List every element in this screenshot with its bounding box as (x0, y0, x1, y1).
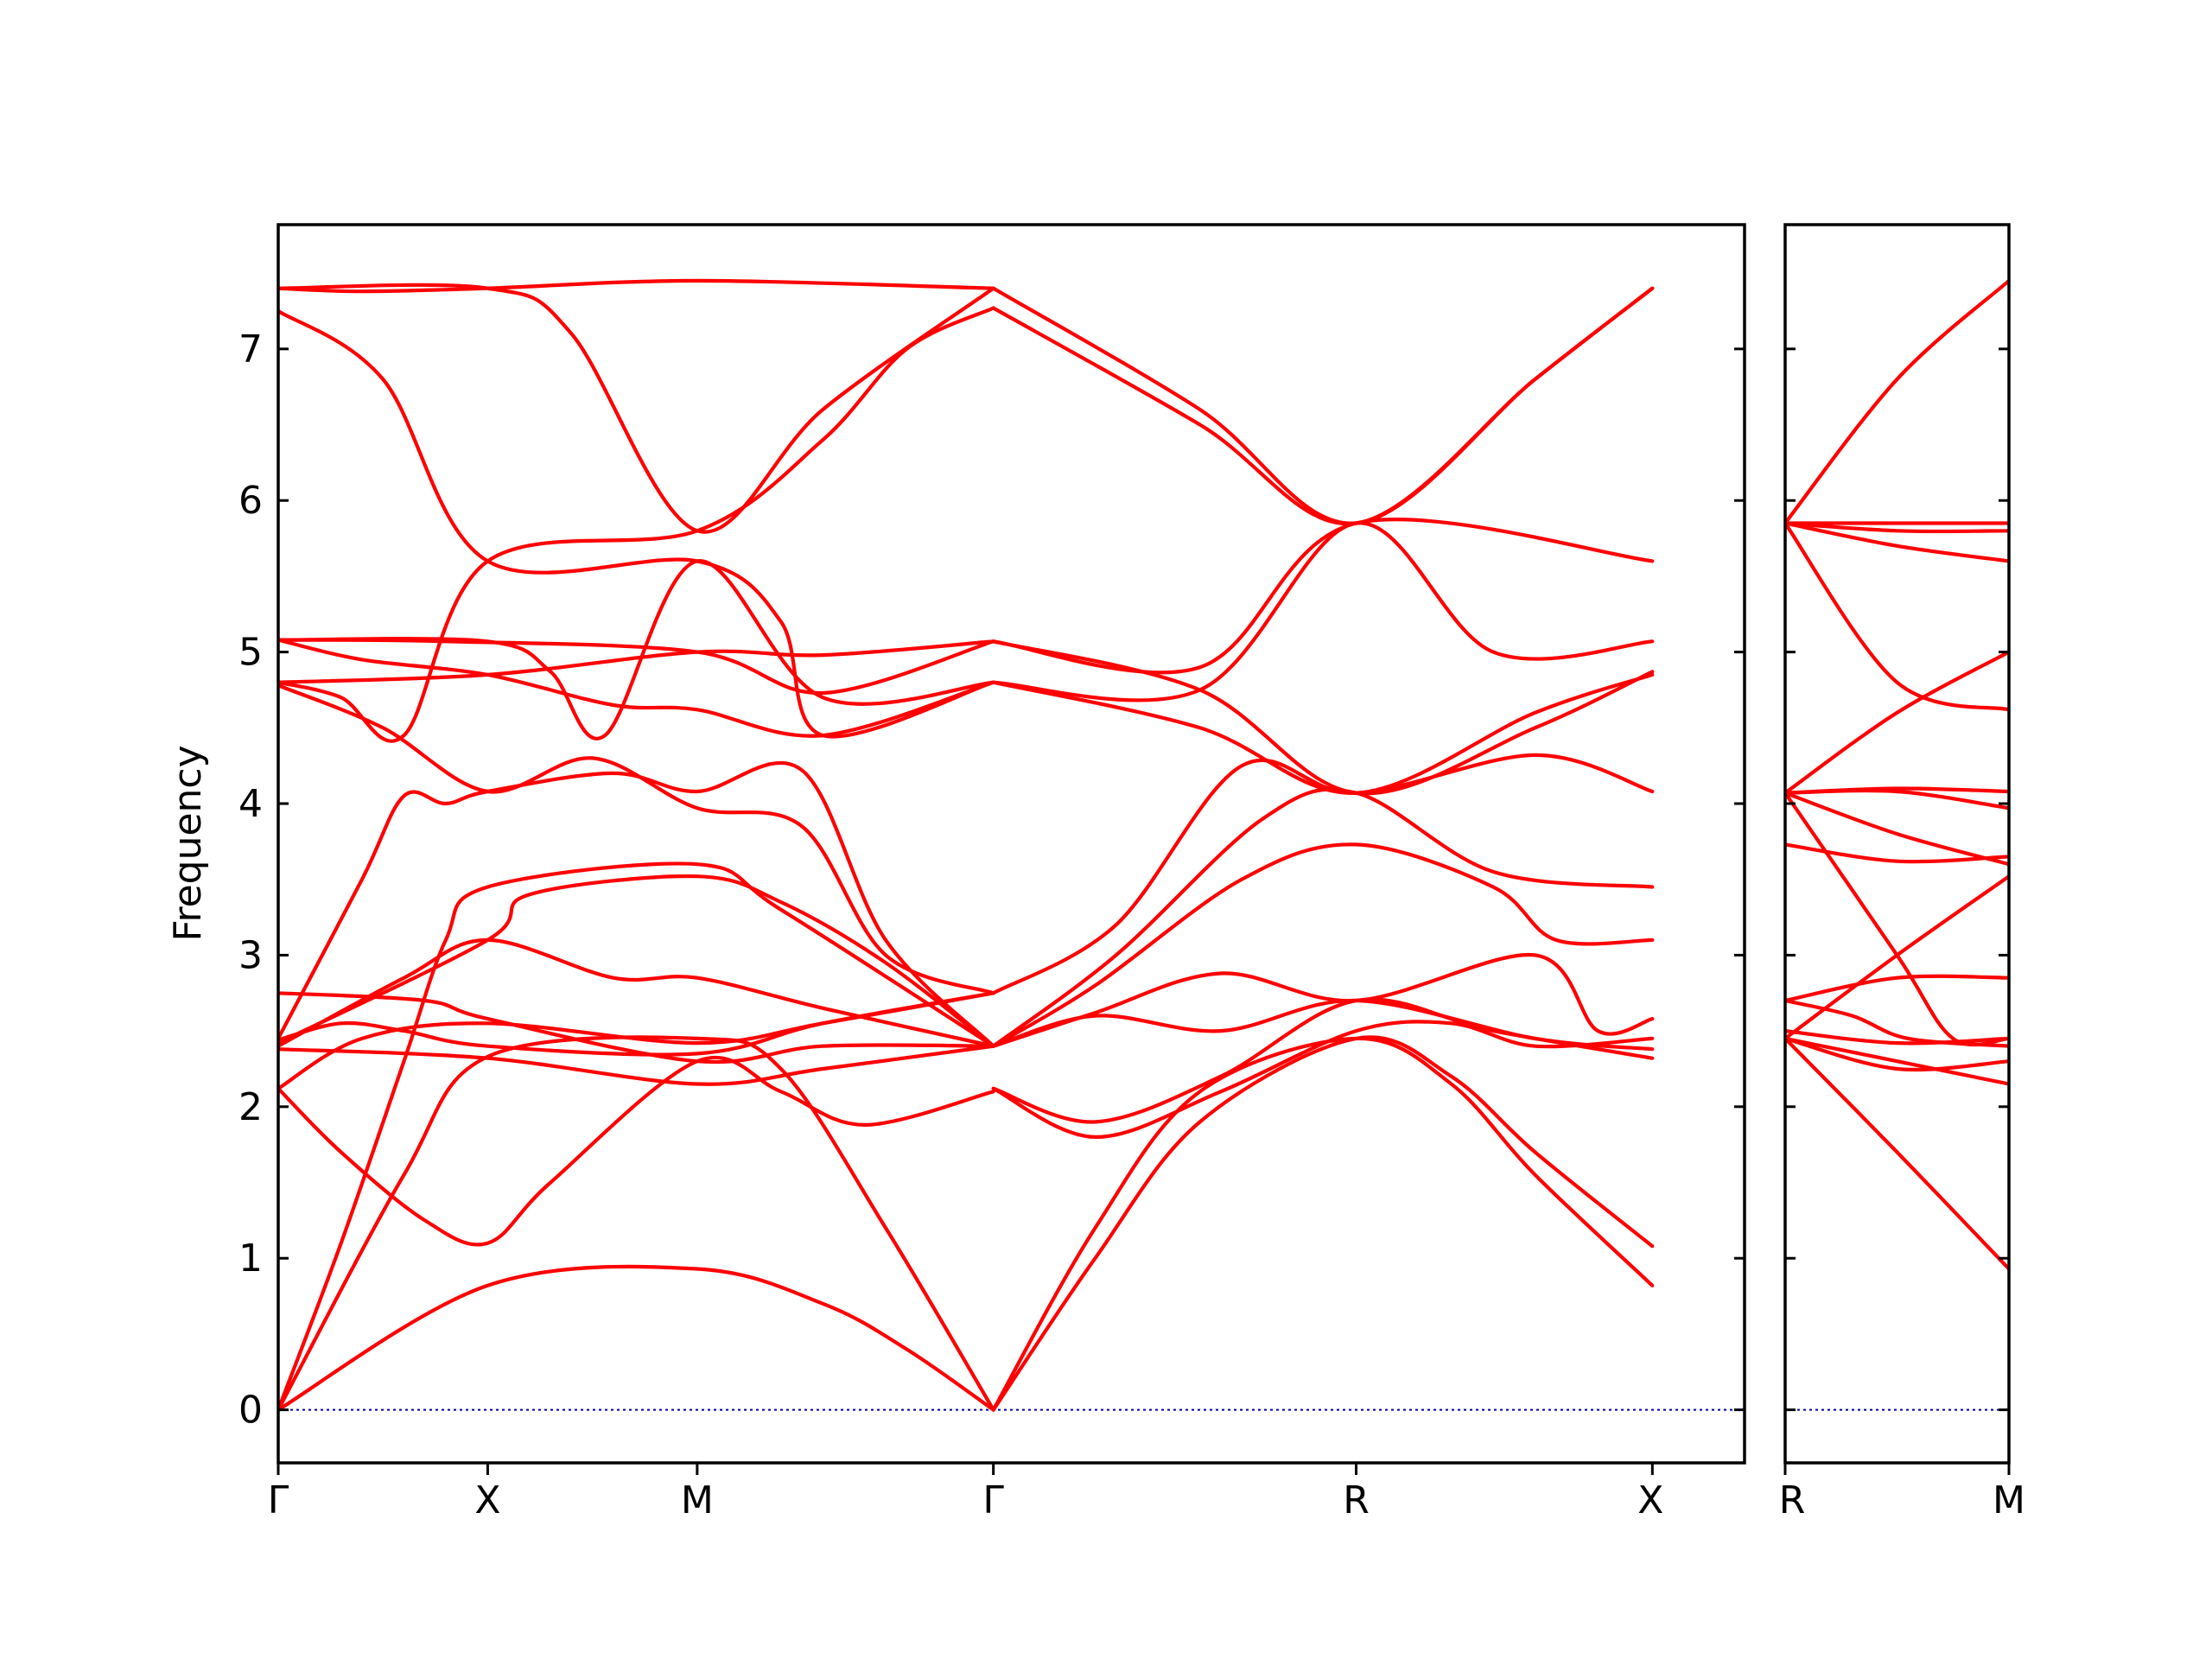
band-line (991, 787, 1655, 1048)
band-line (278, 1035, 995, 1412)
band-line (278, 1264, 995, 1412)
x-tick-label: R (1779, 1478, 1806, 1522)
y-tick-label: 1 (238, 1236, 263, 1281)
band-line (278, 938, 995, 1048)
band-line (1785, 521, 2009, 712)
band-line (991, 521, 1655, 702)
panel-main-frame (276, 223, 1746, 1465)
band-line (991, 518, 1655, 675)
band-line (1785, 1036, 2009, 1271)
band-line (991, 286, 1655, 525)
band-line (1785, 650, 2009, 795)
panel-right-frame (1783, 223, 2011, 1465)
y-tick-label: 5 (238, 631, 263, 675)
band-line (991, 286, 1655, 526)
band-line (278, 639, 995, 684)
band-line (278, 1044, 995, 1086)
x-tick-label: R (1343, 1478, 1370, 1522)
band-line (991, 952, 1655, 1048)
x-tick-label: M (1993, 1478, 2025, 1522)
x-tick-label: X (474, 1478, 500, 1522)
band-line (991, 1020, 1655, 1140)
band-line (1785, 521, 2009, 563)
band-line (1785, 1029, 2009, 1046)
x-tick-label: M (681, 1478, 714, 1522)
band-line (1785, 1036, 2009, 1072)
band-line (991, 753, 1655, 995)
band-line (278, 306, 995, 743)
panel-main: 0 1 2 3 4 5 6 7 Γ X M Γ R X (238, 223, 1746, 1522)
x-tick-label: Γ (268, 1478, 289, 1522)
band-line (278, 638, 995, 696)
band-line (991, 1036, 1655, 1412)
band-line (278, 283, 995, 534)
y-tick-label: 3 (238, 933, 263, 977)
band-line (1785, 974, 2009, 1003)
band-line (991, 1035, 1655, 1412)
y-tick-label: 2 (238, 1085, 263, 1129)
band-line (1785, 791, 2009, 1047)
band-line (991, 998, 1655, 1052)
band-line (278, 991, 995, 1090)
band-line (1785, 1036, 2009, 1086)
y-tick-label: 4 (238, 782, 263, 826)
band-line (278, 1055, 995, 1247)
band-line (278, 874, 995, 1048)
band-line (278, 861, 995, 1412)
band-line (991, 672, 1655, 795)
x-tick-label: Γ (982, 1478, 1004, 1522)
band-line (278, 638, 995, 738)
band-line (1785, 786, 2009, 795)
band-line (278, 991, 995, 1065)
band-line (991, 842, 1655, 1048)
band-line (278, 308, 995, 739)
band-line (278, 278, 995, 294)
band-line (1785, 521, 2009, 534)
band-line (278, 991, 995, 1057)
band-line (1785, 842, 2009, 864)
band-line (1785, 278, 2009, 525)
y-tick-label: 7 (238, 327, 263, 372)
y-axis-label: Frequency (166, 745, 210, 941)
band-line (991, 639, 1655, 796)
x-tick-label: X (1637, 1478, 1663, 1522)
band-line (1785, 791, 2009, 867)
band-line (278, 683, 995, 995)
y-tick-label: 0 (238, 1389, 263, 1433)
y-tick-label: 6 (238, 479, 263, 523)
band-line (278, 760, 995, 1048)
